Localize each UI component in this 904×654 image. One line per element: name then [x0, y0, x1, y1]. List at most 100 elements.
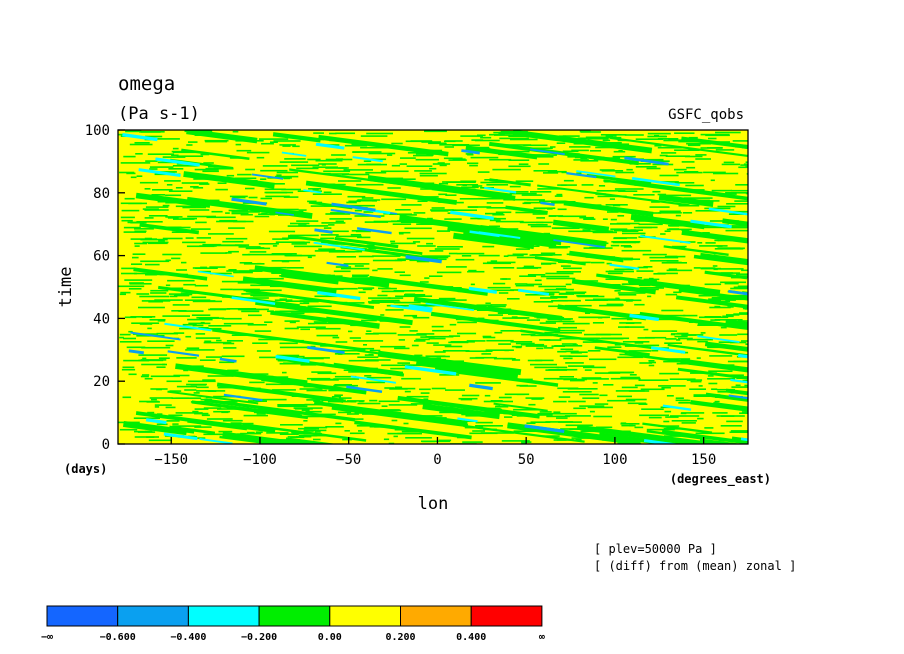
- field-patch: [522, 266, 542, 269]
- field-patch: [729, 431, 748, 433]
- field-patch: [203, 433, 234, 436]
- field-patch: [568, 230, 594, 233]
- field-patch: [141, 300, 171, 302]
- field-band: [705, 191, 748, 200]
- field-patch: [747, 424, 748, 426]
- field-band: [123, 421, 195, 434]
- field-band: [325, 316, 380, 329]
- field-band: [520, 329, 652, 349]
- field-patch: [595, 426, 613, 429]
- field-patch: [366, 158, 387, 161]
- field-patch: [445, 389, 465, 391]
- field-patch: [363, 160, 372, 162]
- field-patch: [311, 378, 338, 381]
- field-patch: [500, 330, 525, 332]
- field-patch: [487, 261, 516, 264]
- field-patch: [737, 320, 748, 322]
- field-patch: [607, 272, 623, 275]
- field-patch: [150, 388, 168, 390]
- field-band: [313, 400, 468, 425]
- field-patch: [668, 268, 678, 270]
- field-patch: [344, 144, 368, 147]
- field-patch: [357, 236, 371, 239]
- colorbar-label: 0.00: [318, 632, 342, 643]
- field-patch: [554, 332, 582, 334]
- field-patch: [620, 422, 627, 424]
- field-patch: [539, 322, 556, 324]
- field-patch: [213, 395, 241, 398]
- field-patch: [139, 400, 159, 403]
- field-patch: [580, 160, 599, 162]
- field-patch: [637, 277, 643, 279]
- field-patch: [543, 377, 563, 380]
- field-patch: [368, 301, 395, 303]
- field-patch: [134, 242, 147, 245]
- field-patch: [222, 342, 235, 345]
- field-strong-streak: [469, 383, 493, 391]
- field-patch: [488, 225, 500, 228]
- field-patch: [372, 255, 401, 257]
- field-patch: [619, 257, 629, 260]
- field-patch: [448, 252, 458, 255]
- field-patch: [343, 169, 373, 171]
- field-patch: [346, 413, 359, 415]
- field-patch: [238, 270, 263, 272]
- field-patch: [710, 179, 715, 182]
- field-patch: [661, 309, 684, 312]
- field-patch: [635, 166, 657, 168]
- field-patch: [652, 190, 661, 193]
- field-patch: [162, 253, 182, 256]
- field-patch: [573, 407, 586, 410]
- field-patch: [703, 171, 726, 174]
- field-patch: [728, 213, 744, 215]
- field-patch: [580, 337, 601, 340]
- field-patch: [499, 137, 529, 140]
- field-patch: [209, 266, 226, 268]
- field-strong-streak: [405, 254, 442, 264]
- field-patch: [735, 184, 748, 186]
- field-patch: [394, 271, 405, 273]
- field-patch: [398, 231, 411, 234]
- field-band: [204, 398, 356, 422]
- colorbar-swatch: [329, 605, 401, 627]
- field-patch: [642, 253, 667, 256]
- field-patch: [399, 274, 411, 277]
- field-strong-streak: [624, 156, 669, 166]
- field-patch: [659, 154, 668, 157]
- field-patch: [157, 161, 180, 164]
- field-patch: [460, 398, 473, 401]
- field-strong-streak: [303, 189, 322, 194]
- field-patch: [735, 384, 741, 387]
- field-patch: [568, 400, 586, 403]
- field-strong-streak: [553, 239, 605, 249]
- field-patch: [434, 351, 446, 353]
- field-patch: [587, 350, 601, 352]
- field-patch: [238, 246, 261, 248]
- field-patch: [638, 284, 651, 287]
- field-patch: [304, 426, 328, 429]
- field-patch: [352, 418, 364, 420]
- field-patch: [119, 341, 142, 343]
- field-patch: [146, 436, 155, 438]
- field-patch: [331, 396, 341, 398]
- field-strong-streak: [167, 350, 200, 357]
- field-patch: [669, 415, 700, 417]
- field-patch: [544, 339, 562, 341]
- model-label: GSFC_qobs: [668, 107, 744, 123]
- field-strong-streak: [163, 432, 198, 441]
- field-patch: [132, 256, 139, 259]
- field-patch: [247, 431, 255, 434]
- field-patch: [225, 252, 232, 254]
- field-patch: [316, 334, 338, 337]
- field-patch: [623, 258, 633, 261]
- field-patch: [419, 174, 438, 177]
- field-patch: [406, 395, 429, 398]
- field-patch: [623, 246, 633, 248]
- field-patch: [329, 218, 352, 220]
- field-patch: [333, 378, 359, 380]
- field-patch: [483, 400, 513, 403]
- field-patch: [647, 295, 652, 298]
- field-patch: [185, 335, 192, 338]
- field-patch: [736, 273, 748, 275]
- field-patch: [450, 341, 475, 343]
